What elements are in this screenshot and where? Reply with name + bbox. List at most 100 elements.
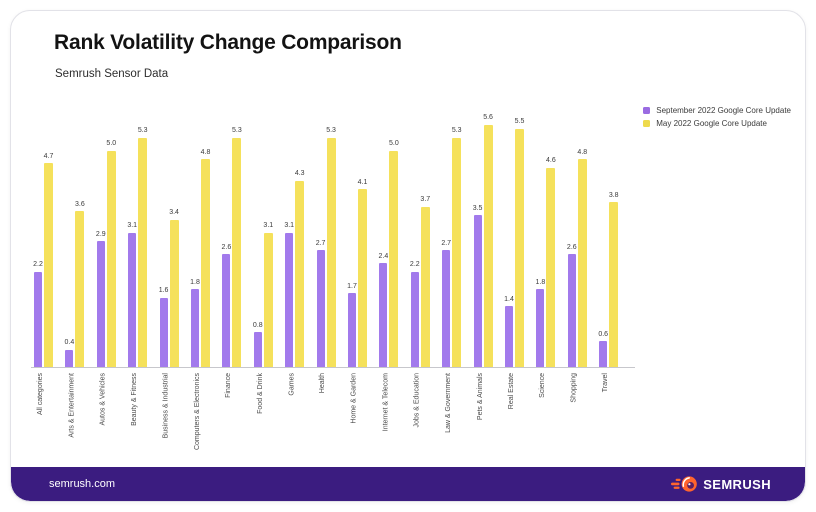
category-label: Travel <box>602 373 610 393</box>
bar-value-label: 2.7 <box>315 239 326 247</box>
category-label: Law & Government <box>445 373 453 433</box>
bar-value-label: 2.6 <box>221 243 232 251</box>
chart-subtitle: Semrush Sensor Data <box>55 68 169 80</box>
bar-value-label: 0.8 <box>252 321 263 329</box>
bar-value-label: 3.1 <box>263 222 274 230</box>
bar-may-2022 <box>483 124 493 367</box>
category-label: Internet & Telecom <box>382 373 390 432</box>
category-label: Real Estate <box>508 373 515 410</box>
legend-item-0: September 2022 Google Core Update <box>643 106 791 115</box>
bar-may-2022 <box>420 206 430 367</box>
category-label: Science <box>539 373 547 398</box>
bar-value-label: 0.4 <box>64 339 75 347</box>
bar-value-label: 3.5 <box>472 204 483 212</box>
bar-may-2022 <box>326 137 336 367</box>
bar-september-2022 <box>34 271 42 367</box>
semrush-logo-icon <box>671 476 697 492</box>
bar-may-2022 <box>389 150 399 367</box>
bar-september-2022 <box>128 232 137 367</box>
category-label: Finance <box>225 373 233 398</box>
bar-may-2022 <box>263 232 273 367</box>
legend-swatch <box>643 107 651 114</box>
bar-value-label: 1.6 <box>158 287 169 295</box>
bar-value-label: 4.1 <box>357 178 368 186</box>
bar-september-2022 <box>348 293 356 367</box>
bar-value-label: 5.6 <box>483 114 493 122</box>
legend-label: September 2022 Google Core Update <box>656 106 791 115</box>
category-label: Arts & Entertainment <box>68 373 76 438</box>
x-axis-line <box>31 367 635 368</box>
bar-value-label: 5.5 <box>514 118 525 126</box>
bar-may-2022 <box>169 219 179 367</box>
bar-september-2022 <box>379 263 388 367</box>
bar-value-label: 4.7 <box>43 152 54 160</box>
category-label: Food & Drink <box>256 373 264 414</box>
legend-item-1: May 2022 Google Core Update <box>643 119 791 128</box>
bar-value-label: 1.4 <box>504 295 514 303</box>
bar-value-label: 4.3 <box>294 170 305 178</box>
legend-label: May 2022 Google Core Update <box>656 119 767 128</box>
bar-may-2022 <box>295 180 305 367</box>
legend: September 2022 Google Core Update May 202… <box>643 106 791 128</box>
bar-value-label: 5.3 <box>137 127 148 134</box>
category-label: Games <box>288 373 296 396</box>
bar-value-label: 3.7 <box>420 196 431 204</box>
bar-may-2022 <box>201 159 210 367</box>
category-label: All categories <box>37 373 44 416</box>
bar-september-2022 <box>96 241 105 367</box>
semrush-logo-text: SEMRUSH <box>703 476 771 492</box>
bar-may-2022 <box>232 137 242 367</box>
bar-value-label: 2.2 <box>409 261 420 269</box>
bar-chart: 2.2 4.7 All categories 0.4 3.6 Arts & Enterta… <box>31 107 635 450</box>
bar-september-2022 <box>191 289 199 367</box>
bar-september-2022 <box>410 271 419 367</box>
bar-may-2022 <box>106 150 116 367</box>
bar-value-label: 4.8 <box>200 148 211 156</box>
bar-value-label: 2.4 <box>378 252 389 260</box>
bar-value-label: 5.0 <box>106 140 117 147</box>
chart-title: Rank Volatility Change Comparison <box>54 31 402 54</box>
bar-value-label: 3.4 <box>169 209 179 217</box>
bar-value-label: 1.8 <box>190 278 200 286</box>
bar-may-2022 <box>452 137 462 367</box>
category-label: Computers & Electronics <box>194 373 201 451</box>
bar-value-label: 2.6 <box>566 243 577 251</box>
bar-value-label: 5.3 <box>232 127 242 134</box>
footer-url: semrush.com <box>49 478 116 490</box>
category-label: Shopping <box>570 373 578 403</box>
bar-value-label: 5.3 <box>451 127 462 134</box>
bar-value-label: 1.8 <box>535 278 546 286</box>
bar-september-2022 <box>473 215 482 367</box>
bar-september-2022 <box>65 349 74 367</box>
bar-value-label: 2.9 <box>95 230 106 238</box>
category-label: Health <box>319 373 327 394</box>
legend-swatch <box>643 120 651 127</box>
bar-value-label: 4.6 <box>546 157 556 165</box>
bar-value-label: 0.6 <box>598 330 609 338</box>
bar-value-label: 5.0 <box>389 140 399 147</box>
bar-value-label: 2.2 <box>33 261 43 269</box>
bar-september-2022 <box>285 232 294 367</box>
bar-may-2022 <box>609 202 619 367</box>
bar-value-label: 3.1 <box>284 222 295 230</box>
bar-value-label: 2.7 <box>441 239 452 247</box>
category-label: Beauty & Fitness <box>131 373 139 426</box>
bar-may-2022 <box>358 189 367 367</box>
category-label: Business & Industrial <box>162 373 170 439</box>
bar-may-2022 <box>44 163 53 367</box>
bar-september-2022 <box>536 289 545 367</box>
category-label: Jobs & Education <box>413 373 421 428</box>
bar-value-label: 3.1 <box>127 222 138 230</box>
infographic-card: Rank Volatility Change Comparison Semrus… <box>10 10 806 502</box>
bar-value-label: 5.3 <box>326 127 336 134</box>
bar-september-2022 <box>253 332 262 367</box>
bar-may-2022 <box>577 159 587 367</box>
bar-value-label: 1.7 <box>347 282 357 290</box>
category-label: Autos & Vehicles <box>99 373 107 426</box>
bar-value-label: 3.8 <box>608 191 619 199</box>
bar-september-2022 <box>505 306 513 367</box>
bar-september-2022 <box>599 341 608 367</box>
bar-may-2022 <box>546 167 556 367</box>
footer-bar: semrush.com SEMRUSH <box>11 467 805 501</box>
bar-may-2022 <box>75 211 85 367</box>
